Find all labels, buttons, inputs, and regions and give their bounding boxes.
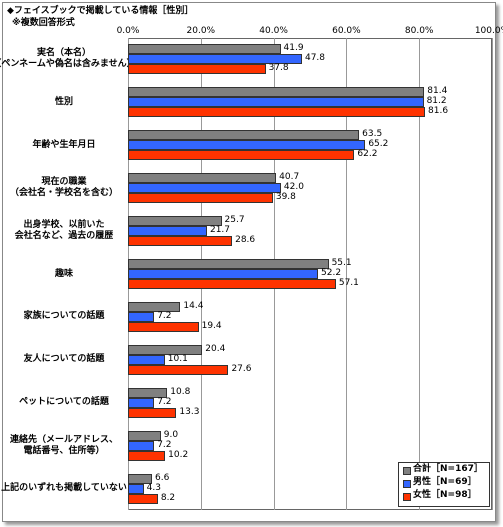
bar: [128, 473, 153, 484]
value-label: 8.2: [160, 492, 176, 503]
grid-line: [419, 38, 421, 510]
value-label: 28.6: [235, 235, 256, 246]
bar: [128, 354, 165, 365]
legend-label: 男性［N=69］: [413, 477, 477, 487]
legend-label: 合計［N=167］: [413, 464, 483, 474]
category-label: 性別: [54, 96, 73, 107]
value-label: 65.2: [368, 139, 389, 150]
bar: [128, 430, 161, 441]
legend-swatch: [403, 480, 411, 488]
value-label: 39.8: [275, 192, 296, 203]
legend-swatch: [403, 493, 411, 501]
x-tick-label: 0.0%: [116, 26, 140, 36]
bar: [128, 183, 281, 194]
bar: [128, 387, 168, 398]
category-label: ペットについての話題: [19, 397, 109, 408]
bar: [128, 130, 360, 141]
value-label: 20.4: [205, 343, 226, 354]
value-label: 7.2: [157, 310, 172, 321]
value-label: 63.5: [362, 129, 383, 140]
bar: [128, 259, 329, 269]
category-label: 上記のいずれも掲載していない: [1, 483, 127, 494]
value-label: 10.1: [167, 353, 188, 364]
bar: [128, 440, 155, 451]
x-tick-label: 100.0%: [474, 26, 503, 36]
value-label: 62.2: [357, 149, 378, 160]
category-label: 現在の職業 （会社名・学校名を含む）: [9, 177, 118, 199]
value-label: 27.6: [231, 363, 252, 374]
bar: [128, 87, 425, 98]
bar: [128, 344, 203, 355]
bar: [128, 140, 366, 151]
bar: [128, 216, 222, 227]
value-label: 4.3: [146, 482, 161, 493]
bar: [128, 321, 199, 332]
grid-line: [346, 38, 348, 510]
chart-subtitle: ※複数回答形式: [12, 18, 75, 28]
value-label: 47.8: [304, 53, 326, 64]
x-tick-label: 60.0%: [332, 26, 361, 36]
value-label: 81.6: [428, 106, 449, 117]
bar: [128, 44, 281, 55]
bar: [128, 173, 277, 184]
grid-line: [492, 38, 493, 510]
category-label: 家族についての話題: [23, 311, 105, 322]
value-label: 10.2: [168, 449, 189, 460]
value-label: 6.6: [155, 472, 170, 483]
value-label: 14.4: [183, 300, 204, 311]
value-label: 37.8: [268, 63, 289, 74]
bar: [128, 150, 355, 161]
bar: [128, 493, 158, 504]
value-label: 10.8: [170, 386, 191, 397]
bar: [128, 193, 273, 204]
value-label: 81.2: [426, 96, 447, 107]
bar: [128, 97, 424, 108]
bar: [128, 64, 266, 75]
bar: [128, 226, 207, 237]
value-label: 19.4: [201, 320, 222, 331]
bar: [128, 54, 302, 65]
bar: [128, 301, 181, 312]
bar: [128, 236, 233, 247]
category-label: 年齢や生年月日: [32, 139, 96, 150]
category-label: 友人についての話題: [23, 354, 105, 365]
bar: [128, 397, 155, 408]
value-label: 7.2: [157, 396, 172, 407]
category-label: 趣味: [54, 268, 73, 279]
bar: [128, 483, 144, 494]
value-label: 40.7: [279, 172, 300, 183]
category-label: 連絡先（メールアドレス、 電話番号、住所等）: [9, 434, 118, 456]
value-label: 13.3: [179, 406, 200, 417]
category-label: 実名（本名） （ペンネームや偽名は含みません）: [0, 48, 136, 70]
value-label: 21.7: [209, 225, 231, 236]
value-label: 55.1: [331, 258, 352, 268]
bar: [128, 279, 336, 289]
value-label: 25.7: [224, 215, 245, 226]
chart-title: ◆フェイスブックで掲載している情報［性別］: [7, 6, 194, 16]
value-label: 9.0: [163, 429, 179, 440]
value-label: 52.2: [321, 268, 342, 278]
bar: [128, 364, 229, 375]
bar: [128, 107, 426, 118]
value-label: 7.2: [157, 439, 172, 450]
value-label: 57.1: [338, 278, 359, 288]
x-tick-label: 40.0%: [259, 26, 288, 36]
category-label: 出身学校、以前いた 会社名など、過去の履歴: [14, 220, 114, 242]
bar: [128, 450, 166, 461]
legend-swatch: [403, 467, 411, 475]
bar: [128, 311, 155, 322]
legend-label: 女性［N=98］: [413, 490, 477, 500]
value-label: 81.4: [427, 86, 448, 97]
value-label: 41.9: [283, 43, 304, 54]
x-tick-label: 80.0%: [404, 26, 434, 36]
value-label: 42.0: [283, 182, 304, 193]
bar: [128, 269, 318, 279]
x-tick-label: 20.0%: [186, 26, 216, 36]
bar: [128, 407, 177, 418]
legend: [398, 462, 490, 507]
